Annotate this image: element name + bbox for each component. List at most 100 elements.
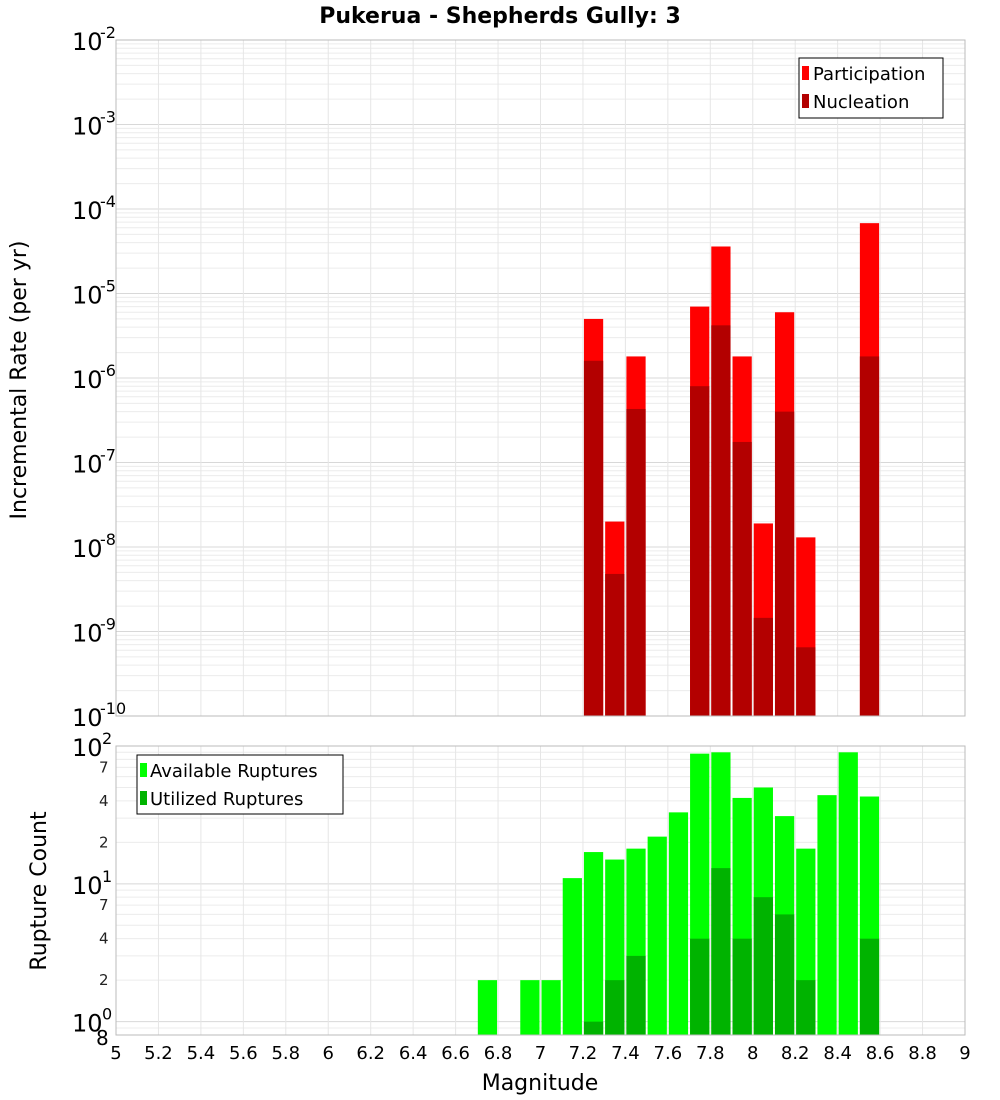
top-y-tick-exponent: -6 xyxy=(100,361,116,380)
top-y-tick-label: 10 xyxy=(72,535,103,563)
legend-label-participation: Participation xyxy=(813,64,925,85)
top-plot-bars xyxy=(583,223,880,716)
bottom-y-tick-label: 10 xyxy=(72,1010,103,1038)
legend-label-nucleation: Nucleation xyxy=(813,92,909,113)
legend-swatch-participation xyxy=(802,66,809,80)
top-y-tick-exponent: -3 xyxy=(100,108,116,127)
x-tick-label: 8.8 xyxy=(908,1043,937,1064)
top-b-bar xyxy=(626,408,646,716)
x-tick-label: 8 xyxy=(747,1043,758,1064)
top-b-bar xyxy=(690,386,710,716)
bottom-a-bar xyxy=(668,812,689,1035)
x-tick-label: 5.8 xyxy=(271,1043,300,1064)
bottom-a-bar xyxy=(520,980,540,1035)
bottom-y-minor-tick-label: 4 xyxy=(99,930,109,948)
bottom-y-tick-label: 10 xyxy=(72,734,103,762)
x-tick-label: 6.6 xyxy=(441,1043,470,1064)
legend-label-utilized-ruptures: Utilized Ruptures xyxy=(150,789,303,810)
top-y-tick-exponent: -8 xyxy=(100,530,116,549)
top-b-bar xyxy=(774,411,795,716)
bottom-b-bar xyxy=(605,980,625,1035)
bottom-a-bar xyxy=(583,852,604,1035)
bottom-y-tick-label: 10 xyxy=(72,872,103,900)
top-y-tick-label: 10 xyxy=(72,282,103,310)
top-b-bar xyxy=(732,441,752,716)
bottom-legend: Available Ruptures Utilized Ruptures xyxy=(136,754,344,815)
bottom-b-bar xyxy=(690,938,710,1035)
top-b-bar xyxy=(711,325,731,716)
bottom-a-bar xyxy=(838,752,858,1035)
top-y-tick-exponent: -4 xyxy=(100,192,116,211)
bottom-y-minor-tick-label: 7 xyxy=(99,896,109,914)
top-y-axis-label: Incremental Rate (per yr) xyxy=(7,241,32,520)
bottom-a-bar xyxy=(541,980,561,1035)
bottom-y-minor-tick-label: 2 xyxy=(99,833,109,851)
x-tick-label: 8.6 xyxy=(866,1043,895,1064)
x-tick-label: 5.6 xyxy=(229,1043,258,1064)
top-legend-box xyxy=(798,57,944,119)
bottom-plot-bars xyxy=(477,752,880,1035)
x-tick-label: 8.4 xyxy=(823,1043,852,1064)
bottom-b-bar xyxy=(583,1021,604,1035)
bottom-b-bar xyxy=(753,897,773,1035)
x-tick-label: 6 xyxy=(323,1043,334,1064)
top-plot-frame xyxy=(115,39,966,717)
legend-swatch-available-ruptures xyxy=(140,763,147,777)
top-y-tick-label: 10 xyxy=(72,28,103,56)
top-legend: Participation Nucleation xyxy=(798,57,944,119)
bottom-b-bar xyxy=(711,868,731,1035)
top-y-tick-exponent: -5 xyxy=(100,277,116,296)
legend-swatch-nucleation xyxy=(802,94,809,108)
top-y-tick-label: 10 xyxy=(72,366,103,394)
x-tick-label: 7 xyxy=(535,1043,546,1064)
bottom-a-bar xyxy=(647,836,667,1035)
top-y-tick-exponent: -10 xyxy=(100,699,126,718)
bottom-y-minor-tick-label: 2 xyxy=(99,971,109,989)
top-plot-grid xyxy=(115,40,966,717)
bottom-y-tick-exponent: 2 xyxy=(102,729,112,748)
bottom-y-minor-tick-label: 8 xyxy=(96,1026,109,1050)
top-y-tick-label: 10 xyxy=(72,113,103,141)
bottom-y-minor-tick-label: 4 xyxy=(99,792,109,810)
top-y-tick-label: 10 xyxy=(72,620,103,648)
top-y-tick-label: 10 xyxy=(72,704,103,732)
x-tick-label: 6.4 xyxy=(399,1043,428,1064)
bottom-b-bar xyxy=(859,938,880,1035)
x-tick-label: 5.4 xyxy=(187,1043,216,1064)
top-b-bar xyxy=(605,573,625,716)
bottom-legend-box xyxy=(136,754,344,815)
chart-title: Pukerua - Shepherds Gully: 3 xyxy=(319,4,681,29)
top-y-tick-exponent: -9 xyxy=(100,615,116,634)
bottom-a-bar xyxy=(477,980,498,1035)
bottom-b-bar xyxy=(732,938,752,1035)
top-b-bar xyxy=(859,356,880,716)
x-tick-label: 8.2 xyxy=(781,1043,810,1064)
x-tick-label: 5 xyxy=(110,1043,121,1064)
x-tick-label: 6.2 xyxy=(356,1043,385,1064)
x-tick-label: 5.2 xyxy=(144,1043,173,1064)
bottom-b-bar xyxy=(626,955,646,1035)
bottom-y-tick-exponent: 0 xyxy=(102,1005,112,1024)
x-tick-label: 7.8 xyxy=(696,1043,725,1064)
bottom-b-bar xyxy=(774,914,795,1035)
x-axis-label: Magnitude xyxy=(482,1071,599,1096)
top-y-tick-exponent: -7 xyxy=(100,446,116,465)
bottom-y-axis-label: Rupture Count xyxy=(27,811,52,971)
bottom-y-tick-exponent: 1 xyxy=(102,867,112,886)
top-y-tick-exponent: -2 xyxy=(100,23,116,42)
top-y-tick-label: 10 xyxy=(72,197,103,225)
x-tick-label: 7.4 xyxy=(611,1043,640,1064)
x-tick-label: 7.2 xyxy=(569,1043,598,1064)
bottom-y-minor-tick-label: 7 xyxy=(99,758,109,776)
top-y-tick-label: 10 xyxy=(72,451,103,479)
top-b-bar xyxy=(796,647,816,716)
bottom-b-bar xyxy=(796,980,816,1035)
legend-swatch-utilized-ruptures xyxy=(140,791,147,805)
bottom-plot-frame xyxy=(115,745,966,1036)
x-tick-label: 7.6 xyxy=(654,1043,683,1064)
top-y-tick-labels: 10-210-310-410-510-610-710-810-910-10 xyxy=(72,23,126,732)
x-tick-label: 6.8 xyxy=(484,1043,513,1064)
top-b-bar xyxy=(753,617,773,716)
